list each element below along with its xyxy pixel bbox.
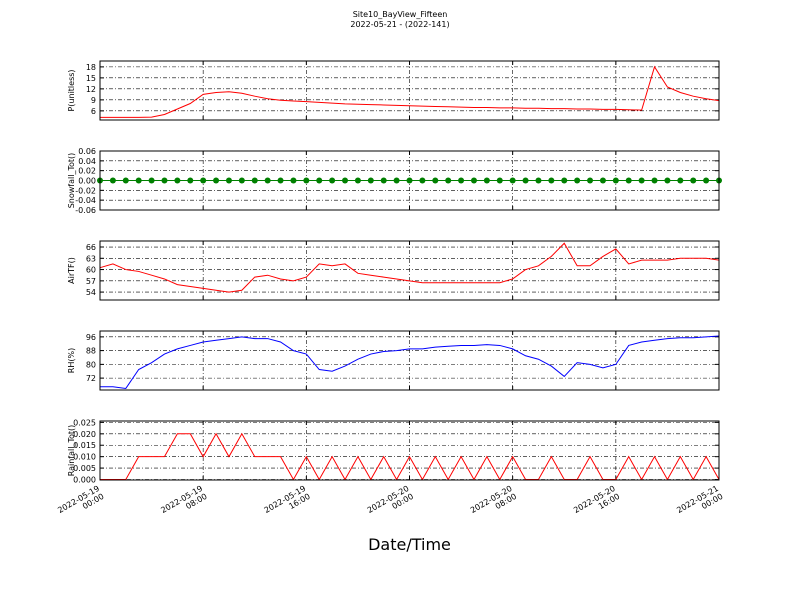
data-marker [574,177,581,184]
data-marker [316,177,323,184]
figure-title: Site10_BayView_Fifteen [353,10,448,19]
y-tick-label: 0.025 [73,418,96,427]
y-axis-label: RH(%) [67,348,76,373]
data-marker [406,177,413,184]
data-line [100,65,720,118]
y-tick-label: 96 [86,333,96,342]
data-marker [329,177,336,184]
y-tick-label: -0.06 [75,206,96,215]
y-tick-label: 72 [86,374,96,383]
y-tick-label: 9 [91,96,96,105]
data-marker [458,177,465,184]
data-marker [664,177,671,184]
data-marker [161,177,168,184]
data-marker [174,177,181,184]
data-marker [187,177,194,184]
data-marker [367,177,374,184]
data-marker [561,177,568,184]
data-marker [135,177,142,184]
data-marker [419,177,426,184]
y-axis-label: AirTF() [67,257,76,284]
y-tick-label: 80 [86,360,96,369]
axes-frame [99,240,720,301]
data-marker [122,177,129,184]
data-marker [535,177,542,184]
data-marker [251,177,258,184]
y-axis-label: P(unitless) [67,69,76,111]
data-marker [587,177,594,184]
y-tick-label: 0.005 [73,464,96,473]
axes-frame [99,150,720,211]
y-tick-label: 0.04 [78,157,96,166]
data-marker [303,177,310,184]
data-marker [432,177,439,184]
data-line [99,242,720,293]
data-marker [342,177,349,184]
data-marker [496,177,503,184]
data-marker [380,177,387,184]
data-marker [264,177,271,184]
y-tick-label: 0.015 [73,441,96,450]
data-marker [651,177,658,184]
y-tick-label: 0.06 [78,147,96,156]
y-tick-label: 60 [86,266,96,275]
data-marker [470,177,477,184]
x-axis-label: Date/Time [368,535,451,554]
data-marker [445,177,452,184]
axes-frame [99,330,720,391]
y-axis-label: Snowfall_Tot() [67,153,76,209]
y-tick-label: 6 [91,107,96,116]
y-tick-label: 0.00 [78,177,96,186]
y-tick-label: -0.02 [75,186,96,195]
y-tick-label: 88 [86,347,96,356]
data-line [100,335,720,389]
data-marker [109,177,116,184]
data-marker [277,177,284,184]
data-marker [509,177,516,184]
y-tick-label: 15 [86,74,96,83]
y-tick-label: 0.020 [73,430,96,439]
data-marker [238,177,245,184]
y-tick-label: 12 [86,85,96,94]
data-marker [522,177,529,184]
data-marker [599,177,606,184]
data-marker [200,177,207,184]
data-marker [225,177,232,184]
figure-subtitle: 2022-05-21 - (2022-141) [350,20,449,29]
axes-frame [99,60,720,121]
y-tick-label: 63 [86,254,96,263]
data-marker [625,177,632,184]
data-marker [148,177,155,184]
axes-frame [99,420,720,481]
y-tick-label: 18 [86,63,96,72]
data-marker [690,177,697,184]
y-tick-label: 66 [86,243,96,252]
data-marker [483,177,490,184]
y-axis-label: Rainfall_Tot() [67,425,76,477]
y-tick-label: 57 [86,277,96,286]
data-marker [548,177,555,184]
y-tick-label: -0.04 [75,196,96,205]
data-marker [638,177,645,184]
y-tick-label: 0.000 [73,476,96,485]
y-tick-label: 54 [86,288,96,297]
y-tick-label: 0.02 [78,167,96,176]
data-marker [393,177,400,184]
data-marker [213,177,220,184]
data-marker [703,177,710,184]
y-tick-label: 0.010 [73,453,96,462]
data-marker [677,177,684,184]
data-marker [612,177,619,184]
data-marker [290,177,297,184]
data-marker [354,177,361,184]
